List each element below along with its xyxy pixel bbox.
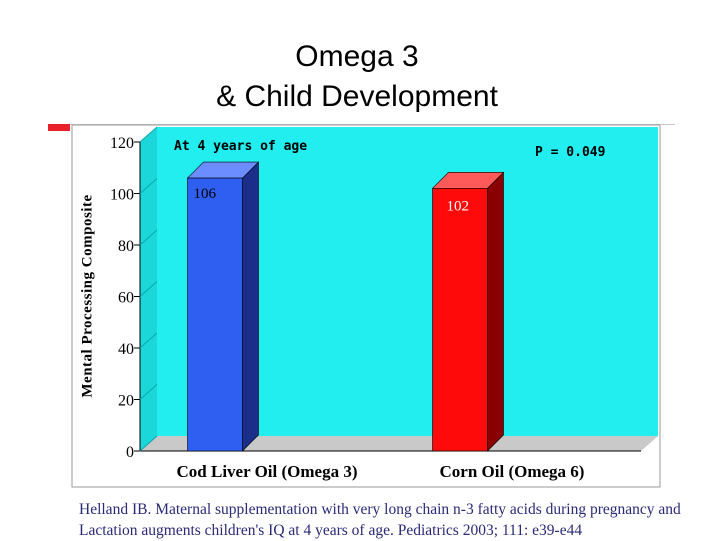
y-tick-label: 0 xyxy=(126,444,134,461)
bar-side xyxy=(242,161,259,452)
y-tick-label: 120 xyxy=(110,135,134,152)
citation-line-2: Lactation augments children's IQ at 4 ye… xyxy=(79,522,583,539)
y-tick-depth xyxy=(139,126,158,143)
data-label: 106 xyxy=(194,186,217,202)
y-tick-label: 100 xyxy=(110,187,134,204)
bar xyxy=(432,188,488,452)
y-tick-label: 40 xyxy=(118,341,134,358)
citation-line-1: Helland IB. Maternal supplementation wit… xyxy=(79,501,681,518)
y-axis-label: Mental Processing Composite xyxy=(79,194,96,398)
y-tick-label: 60 xyxy=(118,290,134,307)
red-accent-bar xyxy=(48,124,70,131)
y-tick-depth xyxy=(139,229,158,246)
bar-side xyxy=(487,171,504,452)
bar xyxy=(187,177,243,452)
data-label: 102 xyxy=(447,198,470,214)
plot-floor xyxy=(140,436,658,451)
y-tick-depth xyxy=(139,384,158,400)
annotation-age: At 4 years of age xyxy=(174,139,307,154)
x-tick-label: Cod Liver Oil (Omega 3) xyxy=(177,462,358,481)
y-tick-depth xyxy=(139,332,158,349)
slide-title-line-1: Omega 3 xyxy=(295,40,419,73)
y-tick-label: 80 xyxy=(118,238,134,255)
citation: Helland IB. Maternal supplementation wit… xyxy=(79,499,709,541)
slide-title-line-2: & Child Development xyxy=(216,80,498,113)
y-tick-depth xyxy=(139,435,158,452)
annotation-p-value: P = 0.049 xyxy=(535,145,605,160)
x-tick-label: Corn Oil (Omega 6) xyxy=(440,462,585,481)
y-tick-label: 20 xyxy=(118,393,134,410)
y-tick-depth xyxy=(139,178,158,194)
y-tick-depth xyxy=(139,281,158,297)
